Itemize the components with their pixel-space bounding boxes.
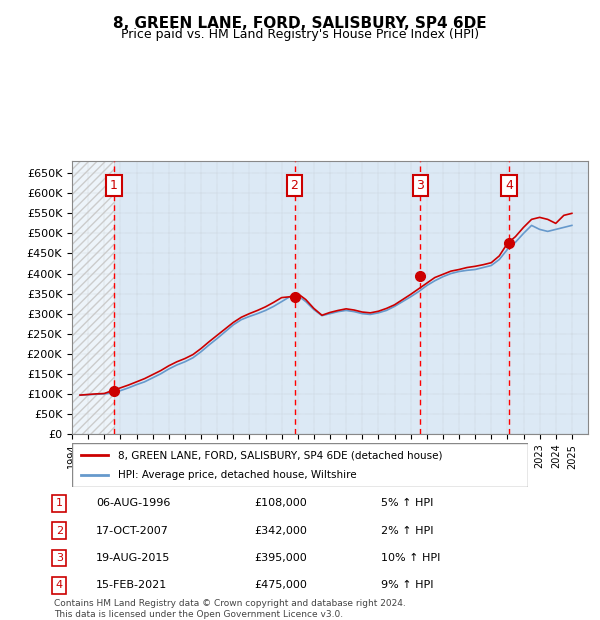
Bar [72,161,114,434]
Text: Contains HM Land Registry data © Crown copyright and database right 2024.
This d: Contains HM Land Registry data © Crown c… [54,600,406,619]
Text: 3: 3 [56,553,63,563]
Text: 9% ↑ HPI: 9% ↑ HPI [382,580,434,590]
Text: 8, GREEN LANE, FORD, SALISBURY, SP4 6DE: 8, GREEN LANE, FORD, SALISBURY, SP4 6DE [113,16,487,30]
Text: 10% ↑ HPI: 10% ↑ HPI [382,553,441,563]
Text: 19-AUG-2015: 19-AUG-2015 [96,553,170,563]
Text: 06-AUG-1996: 06-AUG-1996 [96,498,170,508]
Text: £395,000: £395,000 [254,553,307,563]
FancyBboxPatch shape [72,443,528,487]
Text: 1: 1 [56,498,63,508]
Text: 17-OCT-2007: 17-OCT-2007 [96,526,169,536]
Text: 2: 2 [56,526,63,536]
Text: 4: 4 [505,179,513,192]
Text: 1: 1 [110,179,118,192]
Text: 5% ↑ HPI: 5% ↑ HPI [382,498,434,508]
Text: 15-FEB-2021: 15-FEB-2021 [96,580,167,590]
Text: 2% ↑ HPI: 2% ↑ HPI [382,526,434,536]
Text: 8, GREEN LANE, FORD, SALISBURY, SP4 6DE (detached house): 8, GREEN LANE, FORD, SALISBURY, SP4 6DE … [118,451,442,461]
Text: £342,000: £342,000 [254,526,308,536]
Text: 4: 4 [56,580,63,590]
Text: £475,000: £475,000 [254,580,308,590]
Text: 3: 3 [416,179,424,192]
Text: £108,000: £108,000 [254,498,307,508]
Text: Price paid vs. HM Land Registry's House Price Index (HPI): Price paid vs. HM Land Registry's House … [121,28,479,41]
Bar [72,161,114,434]
Text: HPI: Average price, detached house, Wiltshire: HPI: Average price, detached house, Wilt… [118,469,356,479]
Text: 2: 2 [290,179,298,192]
